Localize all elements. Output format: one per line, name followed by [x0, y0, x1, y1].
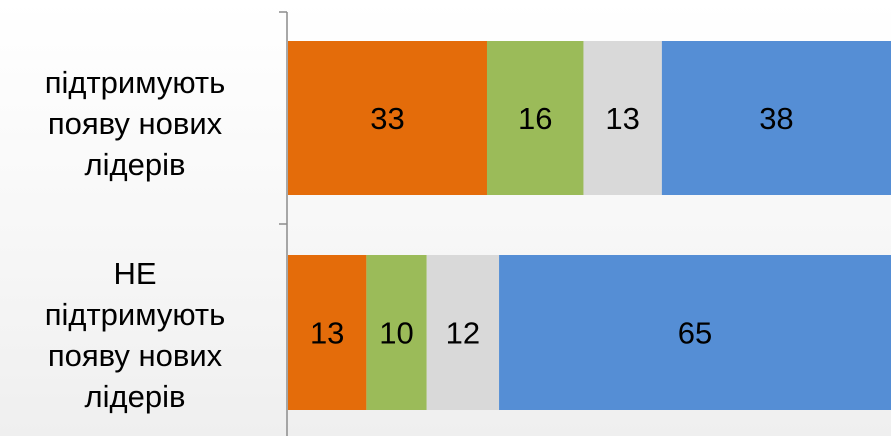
data-label: 10	[379, 316, 413, 351]
bar-segment	[661, 41, 891, 195]
category-label-line: НЕ	[113, 256, 157, 291]
data-label: 65	[678, 316, 712, 351]
data-label: 12	[446, 316, 480, 351]
bar-segment	[288, 41, 487, 195]
category-label: НЕ підтримують появу нових лідерів	[0, 253, 270, 417]
bar-segment	[288, 255, 367, 410]
data-label: 33	[370, 101, 404, 136]
category-label: підтримують появу нових лідерів	[0, 62, 270, 185]
bar-segment	[583, 41, 662, 195]
category-label-line: підтримують	[44, 65, 226, 100]
bar-segment	[499, 255, 891, 410]
bar-segment	[426, 255, 500, 410]
data-label: 13	[310, 316, 344, 351]
category-label-line: лідерів	[84, 147, 186, 182]
bar-segment	[486, 41, 584, 195]
data-label: 38	[759, 101, 793, 136]
bar-segment	[366, 255, 427, 410]
category-label-line: підтримують	[44, 297, 226, 332]
data-label: 16	[518, 101, 552, 136]
category-label-line: появу нових	[47, 338, 223, 373]
category-label-line: появу нових	[47, 106, 223, 141]
data-label: 13	[605, 101, 639, 136]
category-label-line: лідерів	[84, 379, 186, 414]
